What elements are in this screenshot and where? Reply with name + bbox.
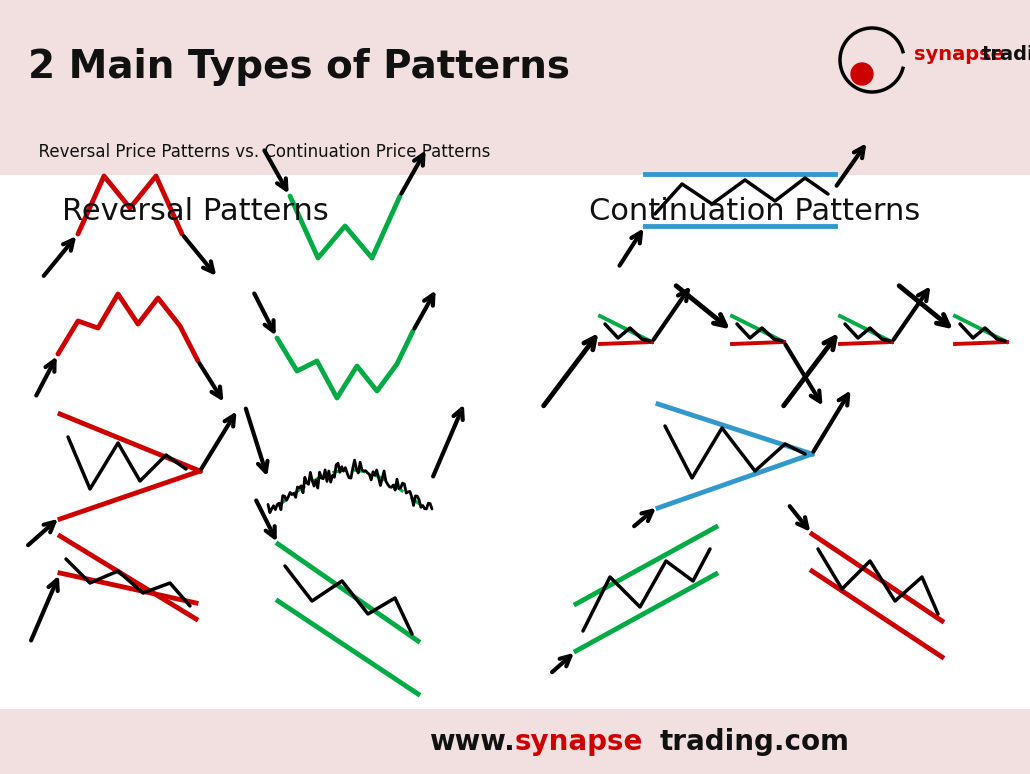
Text: Reversal Patterns: Reversal Patterns	[62, 197, 329, 227]
Bar	[0, 130, 1030, 175]
Text: Reversal Price Patterns vs. Continuation Price Patterns: Reversal Price Patterns vs. Continuation…	[28, 143, 490, 161]
Circle shape	[851, 63, 873, 85]
Text: www.: www.	[430, 728, 515, 756]
Text: Continuation Patterns: Continuation Patterns	[589, 197, 921, 227]
Text: synapse: synapse	[914, 46, 1004, 64]
Bar	[0, 0, 1030, 130]
Text: trading.com: trading.com	[660, 728, 850, 756]
Text: trading: trading	[982, 46, 1030, 64]
Text: synapse: synapse	[515, 728, 644, 756]
Text: 2 Main Types of Patterns: 2 Main Types of Patterns	[28, 48, 570, 86]
Bar	[0, 709, 1030, 774]
